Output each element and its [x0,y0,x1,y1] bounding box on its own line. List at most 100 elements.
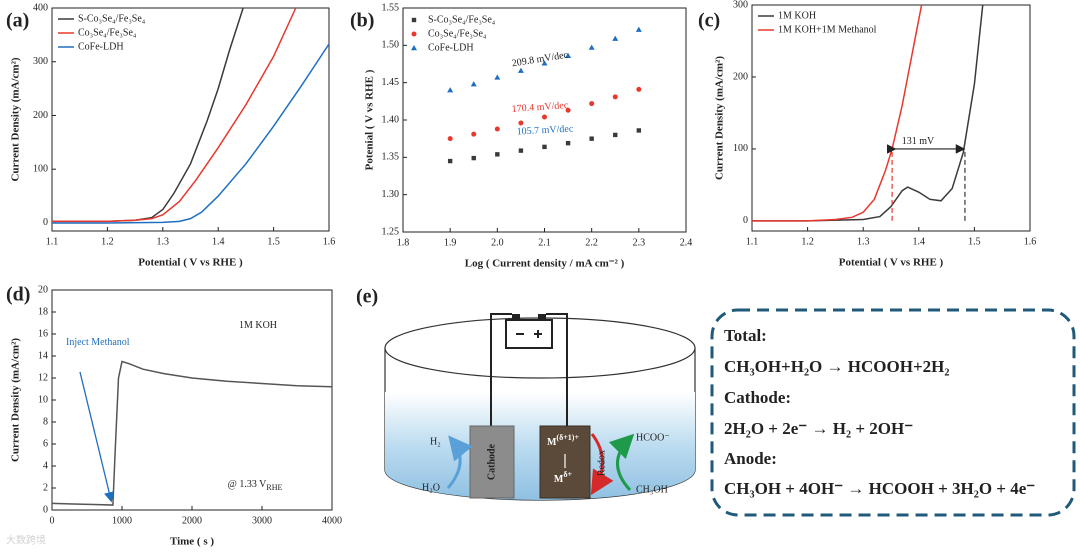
annotation: 105.7 mV/dec [516,124,574,138]
species-label: HCOO⁻ [636,432,670,443]
y-axis-title: Current Density (mA/cm²) [714,56,726,180]
y-tick-label: 1.45 [382,77,400,88]
anode-species: Mδ+ [554,470,573,485]
y-tick-label: 1.40 [382,114,400,125]
x-axis-title: Potential ( V vs RHE ) [138,257,243,269]
legend-label: S-Co₃Se₄/Fe₃Se₄ [428,14,496,25]
y-tick-label: 20 [38,284,48,295]
point [471,155,476,161]
legend-label: CoFe-LDH [78,41,124,52]
x-tick-label: 1.6 [323,236,336,247]
plot-frame [51,289,333,511]
point [517,67,524,73]
point [636,86,642,92]
panel-label: (d) [6,284,30,306]
species-label: H₂O [422,482,440,493]
point [565,140,571,146]
point [612,35,619,41]
y-tick-label: 400 [33,2,48,13]
point [542,114,547,120]
y-tick-label: 100 [733,143,748,154]
battery-sign [516,330,542,338]
y-tick-label: 4 [43,460,48,471]
y-tick-label: 0 [43,217,48,228]
annotation-text: 105.7 mV/dec [516,124,574,138]
cathode [469,425,515,499]
y-tick-label: 1.25 [382,226,400,237]
x-tick-label: 3000 [252,515,272,526]
inject-arrow [79,371,115,503]
panel-label: (b) [350,10,374,32]
x-tick-label: 2.1 [538,237,551,248]
battery-terminal [538,314,546,320]
point [494,126,500,132]
point [636,128,642,133]
y-tick-label: 2 [43,482,48,493]
annotation: 131 mV [902,136,935,147]
legend-swatch [411,31,417,37]
x-tick-label: 1.2 [801,236,814,247]
battery [505,319,553,349]
y-tick-label: 1.55 [382,2,400,13]
x-tick-label: 1.6 [1024,236,1037,247]
point [565,107,571,113]
x-tick-label: 1.5 [267,236,280,247]
x-tick-label: 1.5 [968,236,981,247]
chart: (d) 0 1000 2000 3000 4000 0 2 4 6 8 10 12 14 16 18 20 Tim… [6,284,342,548]
x-tick-label: 2.2 [585,237,598,248]
wire [490,313,568,428]
series-line [752,4,923,222]
chart: (a) 1.1 1.2 1.3 1.4 1.5 1.6 0 100 200 300 400 Potent… [6,2,335,268]
point [635,26,642,32]
x-axis-title: Time ( s ) [170,536,214,548]
y-tick-label: 8 [43,416,48,427]
x-tick-label: 2.4 [680,237,693,248]
redox-label: Redox [596,450,607,476]
x-tick-label: 1.2 [101,236,114,247]
y-tick-label: 300 [733,0,748,10]
point [613,132,618,138]
plot-frame [51,7,330,232]
point [494,74,501,80]
equation: 2H₂O + 2e⁻ → H₂ + 2OH⁻ [724,419,913,438]
x-axis-title: Potential ( V vs RHE ) [839,257,944,269]
legend-label: Co₃Se₄/Fe₃Se₄ [78,27,137,38]
annotation: Inject Methanol [66,337,130,348]
point [471,131,477,137]
point [565,52,572,58]
annotation-text: Inject Methanol [66,337,130,348]
oxidation-arrow [608,433,635,492]
series-line [52,7,244,223]
y-tick-label: 200 [733,71,748,82]
annotation-text: 209.8 mV/dec [511,50,569,70]
legend-label: S-Co₃Se₄/Fe₃Se₄ [78,13,146,24]
charts: (a)1.1 1.2 1.3 1.4 1.5 1.60100200300400Potent… [6,0,1036,548]
panel-label: (c) [698,10,720,32]
x-tick-label: 1.8 [397,237,410,248]
x-tick-label: 1.9 [444,237,457,248]
x-tick-label: 2.0 [491,237,504,248]
chart: (c) 1.1 1.2 1.3 1.4 1.5 1.6 0 100 200 300 Potential… [698,0,1036,269]
annotation-text: 170.4 mV/dec [511,100,569,115]
point [542,144,547,150]
legend-swatch [411,45,417,51]
x-tick-label: 1000 [112,515,132,526]
reduction-arrow [446,435,473,489]
point [518,148,524,153]
annotation: @ 1.33 VRHE [228,479,283,492]
legend-label: CoFe-LDH [428,42,474,53]
y-tick-label: 18 [38,306,48,317]
y-tick-label: 16 [38,328,48,339]
y-axis-title: Current Density (mA/cm²) [10,57,22,181]
species-label: CH₃OH [636,484,668,495]
point [589,101,595,107]
x-tick-label: 1.3 [857,236,870,247]
y-tick-label: 200 [33,110,48,121]
y-tick-label: 6 [43,438,48,449]
legend-swatch [411,17,417,23]
annotation-text: 131 mV [902,136,935,147]
equation-box [710,308,1076,517]
x-tick-label: 4000 [322,515,342,526]
legend-label: 1M KOH [778,10,816,21]
